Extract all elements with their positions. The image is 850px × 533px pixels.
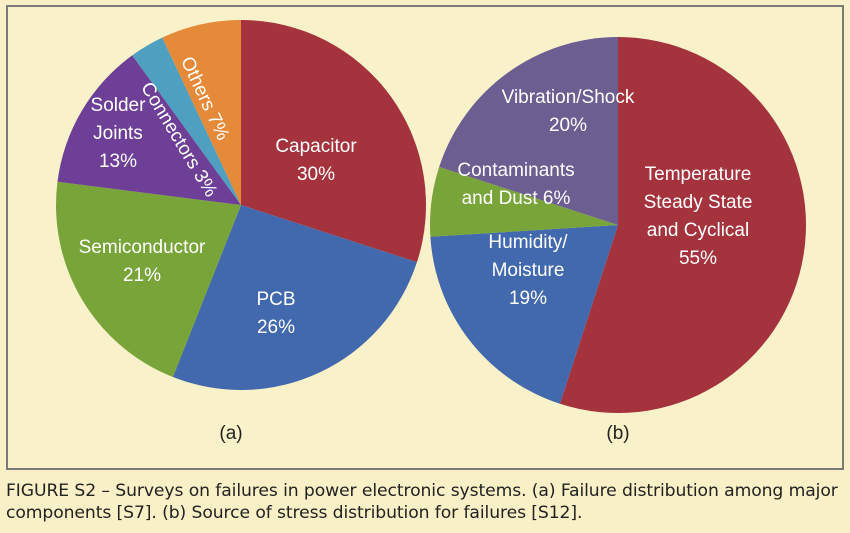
pie-label-semiconductor: Semiconductor 21%	[79, 237, 206, 286]
figure-panel: Capacitor 30% PCB 26% Semiconductor 21% Solder…	[6, 5, 844, 470]
figure-caption: FIGURE S2 – Surveys on failures in power…	[6, 481, 838, 523]
pie-slice-connectors	[132, 37, 241, 205]
pie-label-pcb: PCB 26%	[256, 289, 295, 338]
pie-label-temperature-steady-state-and-cyclical: Temperature Steady State and Cyclical 55%	[644, 164, 753, 269]
pie-charts: Capacitor 30% PCB 26% Semiconductor 21% Solder…	[56, 20, 806, 444]
pie-label-vibration-shock: Vibration/Shock 20%	[502, 87, 635, 136]
pie-slice-solder-joints	[57, 55, 242, 205]
pie-label-capacitor: Capacitor 30%	[275, 136, 357, 185]
pie-label-contaminants-and-dust: Contaminants and Dust 6%	[457, 160, 574, 209]
pie-slice-capacitor	[241, 20, 427, 263]
pie-slice-humidity-moisture	[430, 225, 618, 404]
pie-label-solder-joints: Solder Joints 13%	[91, 95, 147, 172]
pie-slice-contaminants-and-dust	[429, 166, 618, 237]
panel-label-a: (a)	[219, 423, 242, 444]
pie-label-humidity-moisture: Humidity/Moisture 19%	[488, 232, 568, 309]
pie-slice-pcb	[172, 205, 417, 391]
pie-chart-b: Temperature Steady State and Cyclical 55% Hu…	[429, 37, 806, 414]
pie-slice-others	[162, 20, 241, 205]
panel-label-b: (b)	[606, 423, 629, 444]
pie-slice-semiconductor	[56, 181, 241, 378]
pie-slice-temperature-steady-state-and-cyclical	[559, 37, 806, 414]
pie-slice-vibration-shock	[439, 37, 618, 225]
pie-chart-a: Capacitor 30% PCB 26% Semiconductor 21% Solder…	[56, 20, 427, 391]
